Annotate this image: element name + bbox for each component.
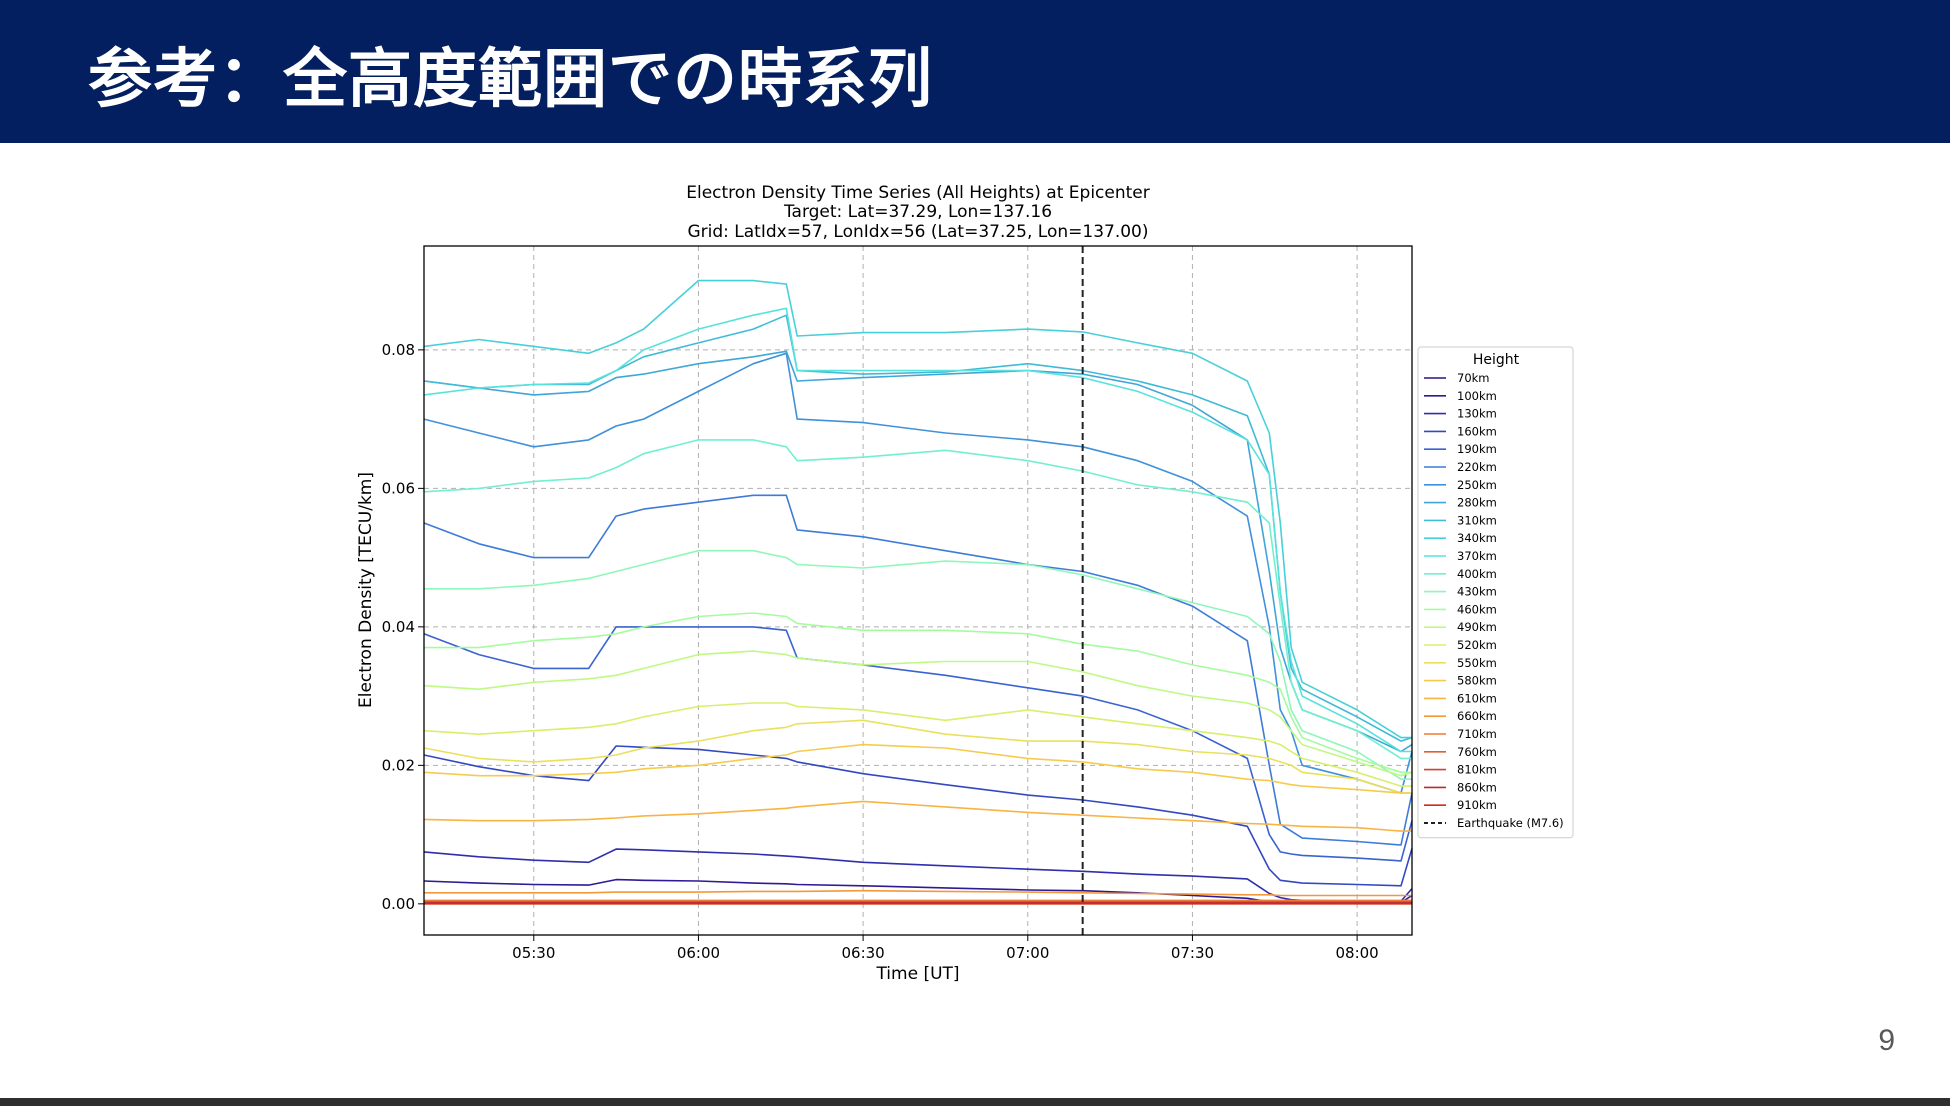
chart-legend: Height 70km 100km 130km 160km 190km 220km 250km…: [1417, 346, 1574, 839]
series-line-660km: [424, 889, 1412, 897]
legend-label: 520km: [1457, 638, 1497, 652]
legend-label: 220km: [1457, 460, 1497, 474]
legend-label: 910km: [1457, 798, 1497, 812]
legend-label: 130km: [1457, 407, 1497, 421]
chart-title-line-1: Electron Density Time Series (All Height…: [686, 183, 1150, 203]
legend-label: Earthquake (M7.6): [1457, 816, 1564, 830]
series-line-220km: [423, 494, 1413, 846]
legend-label: 490km: [1457, 620, 1497, 634]
series-line-550km: [423, 719, 1412, 794]
legend-label: 860km: [1457, 780, 1497, 794]
series-line-250km: [423, 352, 1413, 794]
chart-title-line-3: Grid: LatIdx=57, LonIdx=56 (Lat=37.25, L…: [687, 222, 1148, 242]
y-axis-label: Electron Density [TECU/km]: [356, 472, 376, 708]
chart-series: [423, 279, 1413, 905]
y-tick-label: 0.06: [382, 479, 415, 497]
y-tick-label: 0.00: [382, 895, 415, 913]
legend-label: 610km: [1457, 691, 1497, 705]
legend-label: 160km: [1457, 424, 1497, 438]
series-line-340km: [423, 279, 1412, 739]
legend-label: 430km: [1457, 585, 1497, 599]
legend-title: Height: [1473, 352, 1520, 368]
slide-header: [0, 0, 1950, 143]
y-tick-label: 0.02: [382, 756, 415, 774]
legend-label: 70km: [1457, 371, 1490, 385]
chart-title-line-2: Target: Lat=37.29, Lon=137.16: [783, 202, 1052, 222]
series-line-610km: [423, 800, 1412, 832]
legend-label: 810km: [1457, 763, 1497, 777]
y-tick-label: 0.08: [382, 341, 415, 359]
legend-label: 660km: [1457, 709, 1497, 723]
legend-label: 100km: [1457, 389, 1497, 403]
chart-ticks: 05:30 06:00 06:30 07:00 07:30 08:00 0.00 0.02 0.…: [382, 341, 1379, 962]
x-tick-label: 06:30: [841, 944, 884, 962]
series-line-400km: [423, 439, 1412, 760]
x-tick-label: 05:30: [512, 944, 555, 962]
x-tick-label: 06:00: [677, 944, 720, 962]
chart-grid: [424, 246, 1412, 935]
legend-label: 460km: [1457, 602, 1497, 616]
legend-label: 550km: [1457, 656, 1497, 670]
series-line-430km: [424, 549, 1412, 781]
legend-label: 190km: [1457, 442, 1497, 456]
legend-label: 250km: [1457, 478, 1497, 492]
slide-title: 参考：全高度範囲での時系列: [88, 43, 933, 117]
legend-box: [1417, 346, 1574, 839]
series-line-370km: [423, 307, 1412, 753]
series-line-460km: [424, 612, 1412, 774]
legend-label: 340km: [1457, 531, 1497, 545]
x-tick-label: 08:00: [1335, 944, 1378, 962]
legend-label: 370km: [1457, 549, 1497, 563]
legend-label: 760km: [1457, 745, 1497, 759]
footer-bar: [0, 1098, 1950, 1106]
series-line-280km: [423, 350, 1413, 753]
series-line-310km: [423, 314, 1413, 742]
page-number: 9: [1878, 1024, 1895, 1057]
series-line-580km: [423, 743, 1412, 794]
series-line-160km: [423, 745, 1413, 887]
x-tick-label: 07:00: [1006, 944, 1049, 962]
legend-label: 400km: [1457, 567, 1497, 581]
legend-label: 710km: [1457, 727, 1497, 741]
legend-label: 280km: [1457, 496, 1497, 510]
legend-label: 580km: [1457, 674, 1497, 688]
x-tick-label: 07:30: [1171, 944, 1214, 962]
series-line-490km: [423, 650, 1413, 777]
plot-frame: [423, 245, 1413, 936]
series-line-520km: [423, 702, 1412, 787]
x-axis-label: Time [UT]: [875, 964, 959, 984]
y-tick-label: 0.04: [382, 618, 415, 636]
legend-label: 310km: [1457, 513, 1497, 527]
